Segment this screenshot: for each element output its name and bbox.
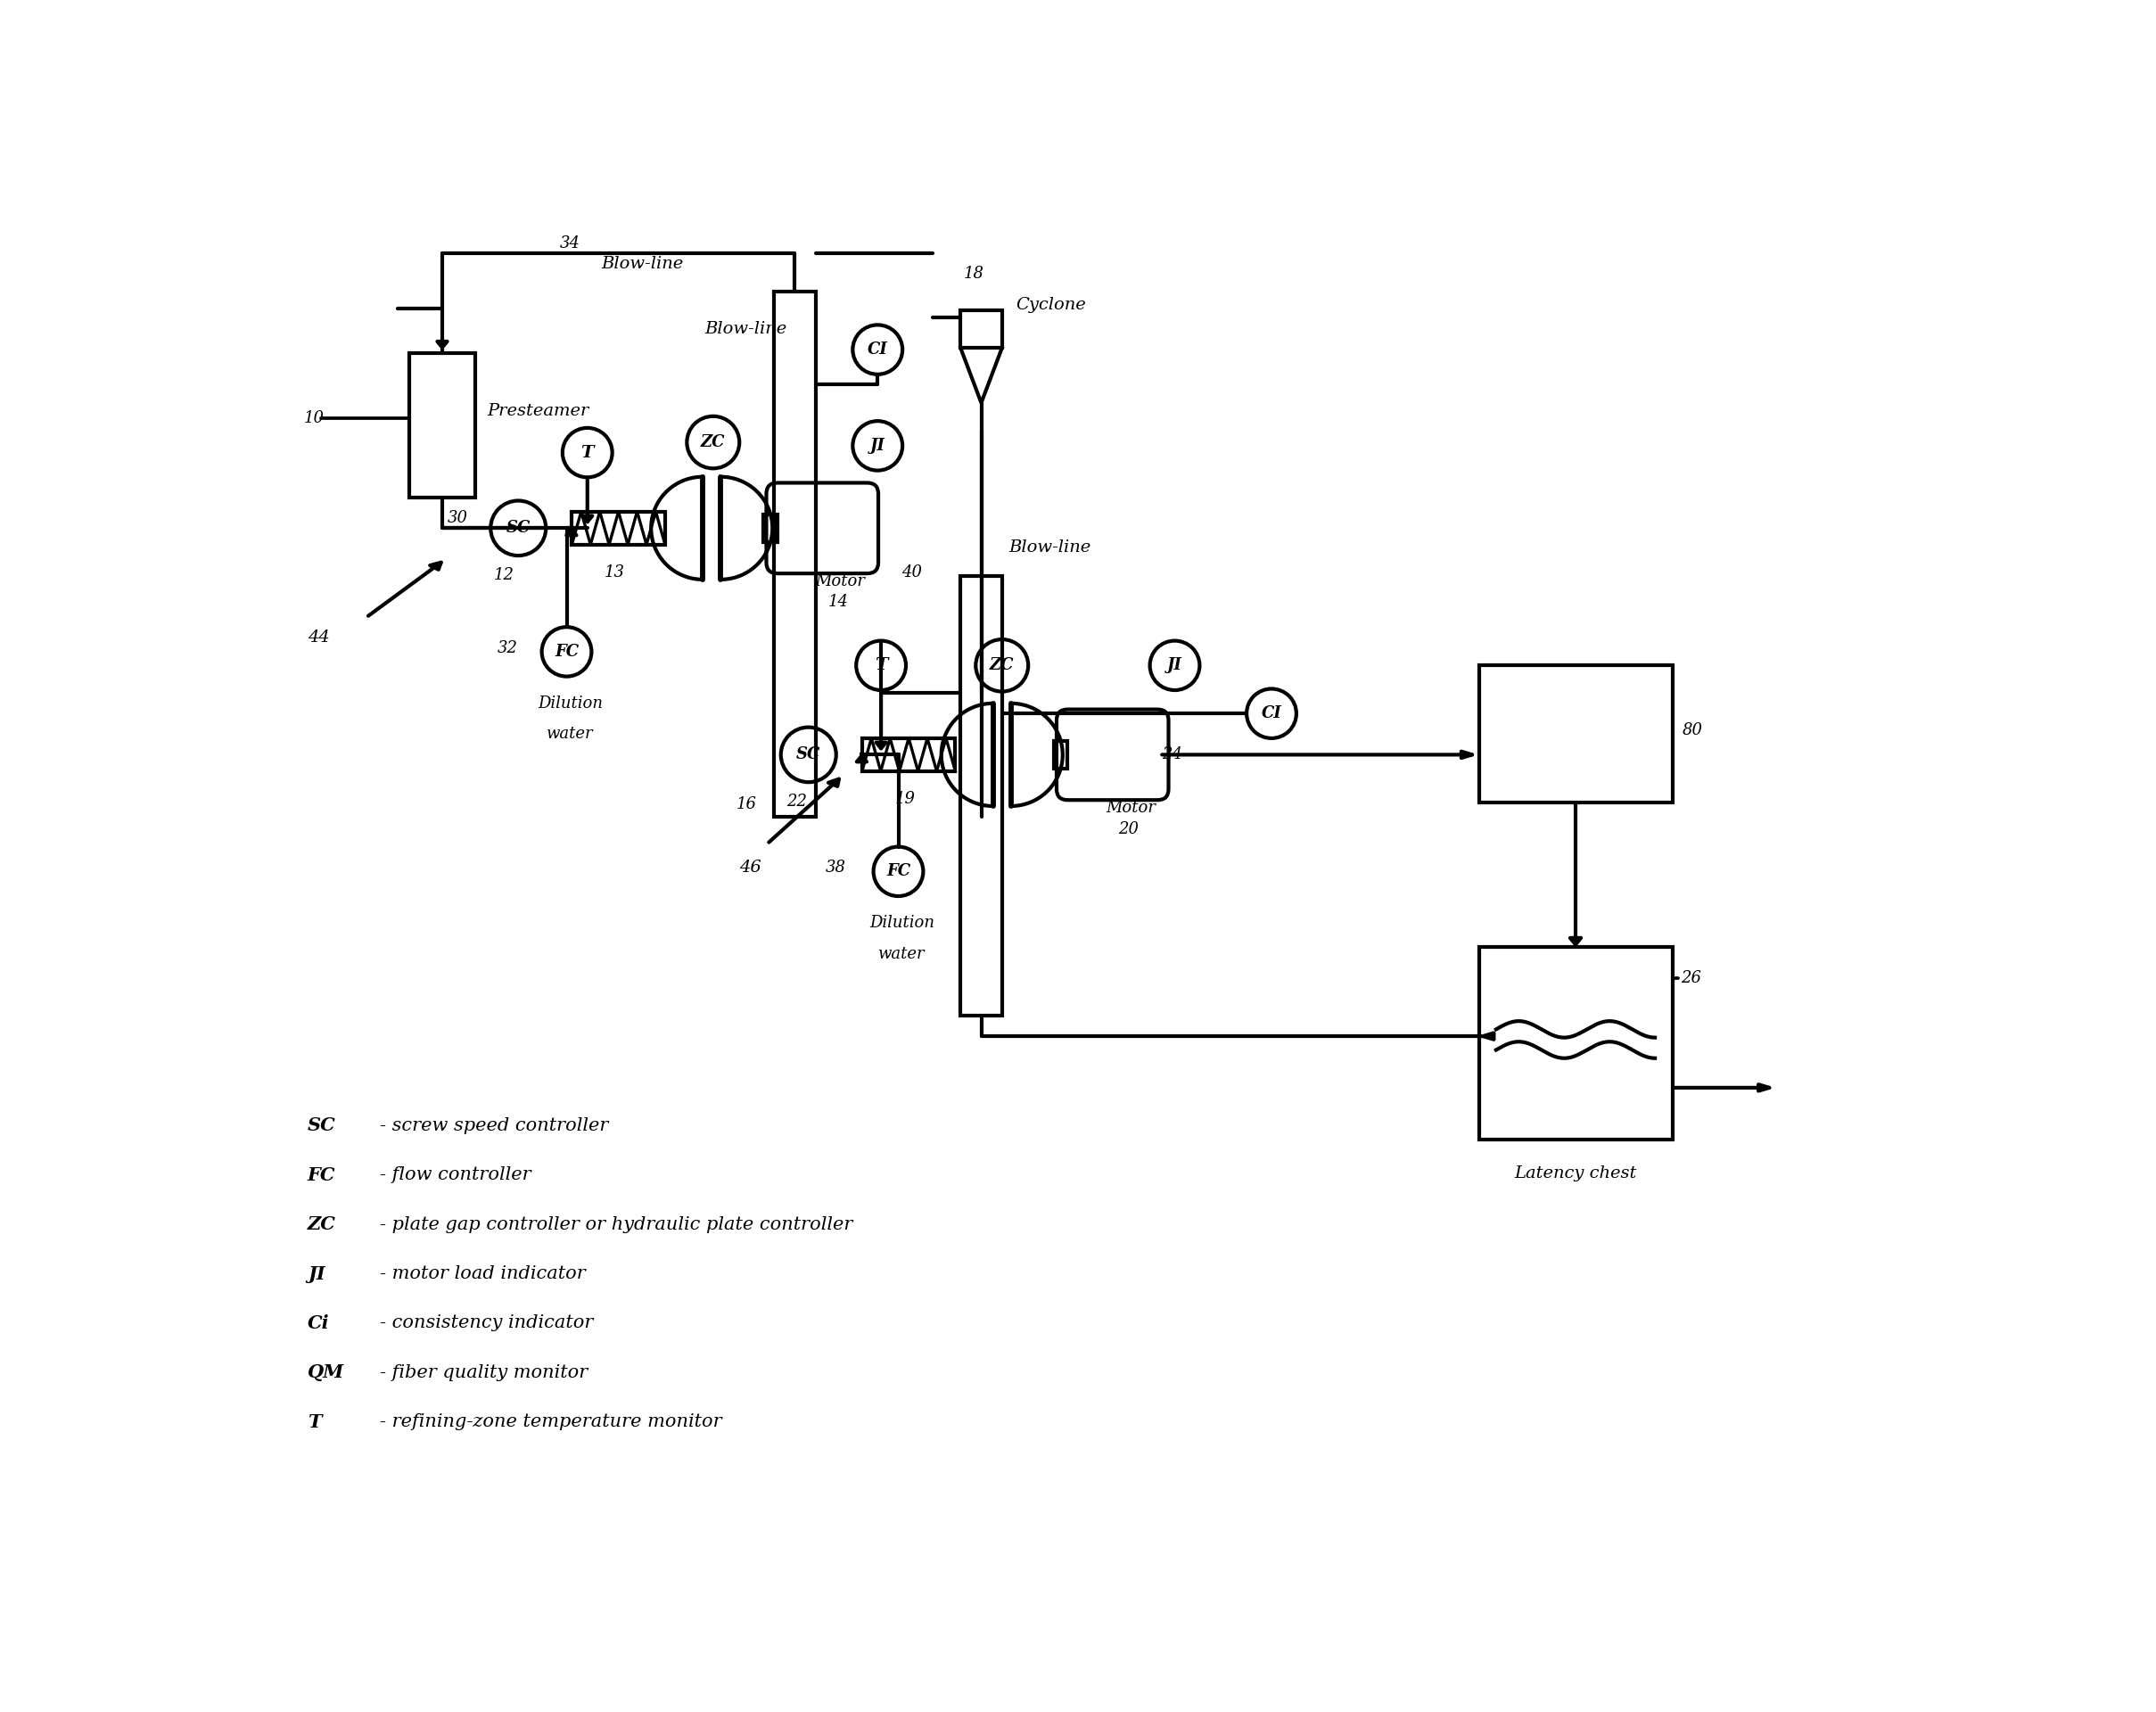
Text: 20: 20 (1119, 820, 1138, 837)
Text: CI: CI (867, 342, 888, 358)
Text: water: water (548, 726, 593, 741)
Text: 34: 34 (561, 235, 580, 252)
Text: 19: 19 (895, 791, 916, 808)
Text: water: water (877, 945, 925, 962)
Text: - plate gap controller or hydraulic plate controller: - plate gap controller or hydraulic plat… (379, 1216, 854, 1233)
Text: 38: 38 (826, 859, 847, 877)
Text: Blow-line: Blow-line (705, 322, 787, 337)
Text: Latency chest: Latency chest (1514, 1166, 1636, 1181)
Text: - screw speed controller: - screw speed controller (379, 1116, 608, 1133)
Text: JI: JI (871, 438, 886, 454)
Text: T: T (308, 1412, 321, 1431)
Text: SC: SC (507, 520, 530, 536)
Bar (1479, 947, 1673, 1138)
Text: ZC: ZC (308, 1216, 336, 1233)
Text: 40: 40 (901, 565, 923, 580)
Text: 26: 26 (1680, 969, 1701, 986)
Text: JI: JI (1166, 657, 1181, 673)
Bar (962, 577, 1003, 1015)
Text: T: T (580, 445, 593, 461)
Bar (1054, 741, 1067, 769)
Bar (862, 738, 955, 770)
Text: - refining-zone temperature monitor: - refining-zone temperature monitor (379, 1414, 722, 1431)
Text: 14: 14 (828, 594, 847, 609)
Text: 22: 22 (787, 793, 806, 810)
Text: 32: 32 (498, 640, 517, 656)
Text: - motor load indicator: - motor load indicator (379, 1265, 586, 1282)
Text: Blow-line: Blow-line (602, 255, 683, 272)
Bar (1479, 666, 1673, 803)
Text: FC: FC (308, 1166, 336, 1183)
Text: SC: SC (796, 746, 821, 764)
Text: 12: 12 (494, 567, 515, 582)
Bar (571, 512, 664, 544)
Bar (962, 310, 1003, 348)
Text: - fiber quality monitor: - fiber quality monitor (379, 1364, 589, 1382)
Text: FC: FC (554, 644, 578, 659)
Text: Dilution: Dilution (537, 695, 604, 710)
Text: 10: 10 (304, 411, 326, 426)
Text: FC: FC (886, 863, 910, 880)
Text: T: T (875, 657, 888, 673)
Text: Dilution: Dilution (869, 914, 934, 931)
Text: 13: 13 (604, 565, 625, 580)
Text: 24: 24 (1162, 746, 1184, 764)
Text: Motor: Motor (1106, 800, 1156, 817)
Text: 16: 16 (735, 796, 757, 811)
Text: Blow-line: Blow-line (1009, 539, 1091, 555)
Text: Presteamer: Presteamer (487, 404, 589, 419)
Text: CI: CI (1261, 705, 1281, 721)
Bar (763, 514, 778, 543)
Text: JI: JI (308, 1265, 326, 1282)
Text: 44: 44 (308, 630, 330, 645)
Text: 80: 80 (1682, 722, 1703, 738)
Text: 18: 18 (964, 265, 985, 282)
Text: SC: SC (308, 1116, 336, 1135)
Bar (774, 291, 815, 817)
Text: - flow controller: - flow controller (379, 1166, 530, 1183)
Text: 30: 30 (448, 510, 468, 526)
Text: Cyclone: Cyclone (1015, 296, 1087, 313)
Text: Motor: Motor (815, 574, 865, 589)
Text: ZC: ZC (990, 657, 1013, 673)
Text: 46: 46 (740, 859, 761, 877)
Text: QM: QM (308, 1364, 345, 1382)
Text: - consistency indicator: - consistency indicator (379, 1315, 593, 1332)
Text: ZC: ZC (701, 435, 724, 450)
Text: Ci: Ci (308, 1315, 330, 1332)
Bar (410, 353, 474, 496)
